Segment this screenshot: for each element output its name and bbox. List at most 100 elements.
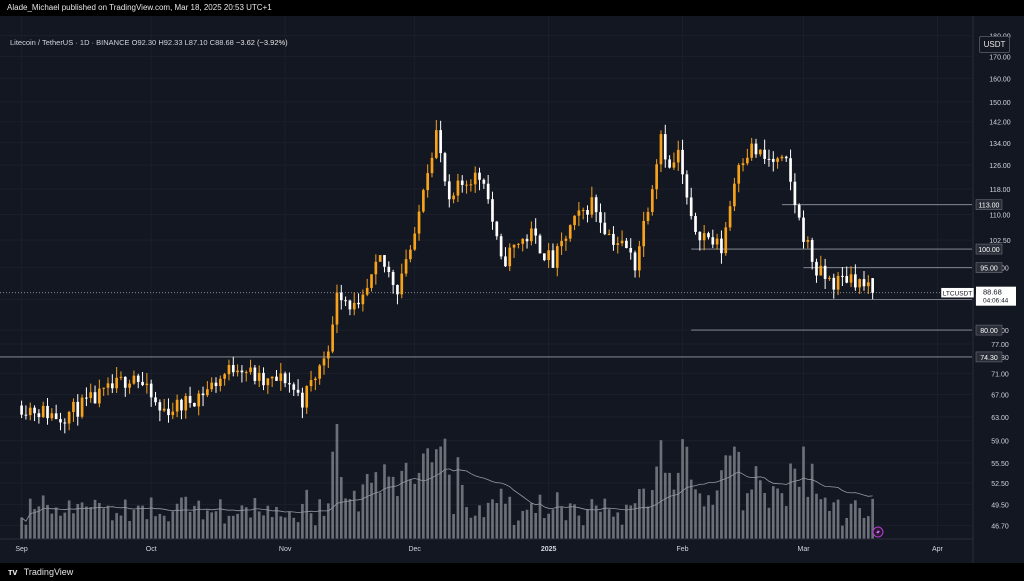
candle-body[interactable] [737,165,741,184]
candle-body[interactable] [301,392,304,408]
candle-body[interactable] [508,247,512,267]
candle-body[interactable] [426,173,430,191]
candle-body[interactable] [400,273,404,295]
candle-body[interactable] [383,255,386,267]
candle-body[interactable] [115,377,118,389]
candle-body[interactable] [136,375,140,382]
candle-body[interactable] [638,246,641,271]
candle-body[interactable] [646,211,650,221]
candle-body[interactable] [184,396,188,411]
candle-body[interactable] [789,158,792,182]
candle-body[interactable] [603,222,607,235]
candle-body[interactable] [758,149,762,155]
candle-body[interactable] [357,302,360,305]
candle-body[interactable] [746,157,749,164]
candle-body[interactable] [616,243,620,245]
candle-body[interactable] [76,401,80,417]
candle-body[interactable] [607,233,611,235]
candle-body[interactable] [434,130,438,158]
candle-body[interactable] [292,384,296,390]
currency-button[interactable]: USDT [979,36,1010,53]
candle-body[interactable] [24,414,28,416]
candle-body[interactable] [668,159,671,168]
candle-body[interactable] [499,236,503,257]
candle-body[interactable] [555,246,559,268]
candle-body[interactable] [309,380,313,387]
candle-body[interactable] [141,381,144,386]
candle-body[interactable] [93,392,97,404]
candle-body[interactable] [296,389,300,393]
candle-body[interactable] [374,261,378,275]
candle-body[interactable] [175,399,179,412]
candle-body[interactable] [102,387,106,389]
candle-body[interactable] [815,261,818,276]
candle-body[interactable] [676,149,680,163]
candle-body[interactable] [417,211,421,234]
candle-body[interactable] [132,375,136,384]
candle-body[interactable] [253,367,257,381]
candle-body[interactable] [279,373,283,381]
candle-body[interactable] [625,240,628,249]
candle-body[interactable] [530,228,533,242]
candle-body[interactable] [465,184,468,186]
candle-body[interactable] [339,292,343,301]
candle-body[interactable] [478,172,481,180]
candle-body[interactable] [733,183,736,207]
candle-body[interactable] [391,271,395,285]
candle-body[interactable] [210,382,214,390]
candle-body[interactable] [491,199,494,222]
candle-body[interactable] [145,383,149,386]
candle-body[interactable] [724,227,728,254]
candle-body[interactable] [162,408,166,411]
candle-body[interactable] [409,249,412,260]
candle-body[interactable] [33,407,36,414]
time-axis[interactable]: Sep Oct Nov Dec 2025 Feb Mar Apr [15,546,943,553]
candle-body[interactable] [594,197,598,213]
candle-body[interactable] [702,233,706,241]
candle-body[interactable] [365,287,369,295]
candle-body[interactable] [486,183,490,200]
candle-body[interactable] [473,172,477,185]
candle-body[interactable] [193,402,196,407]
candle-body[interactable] [564,238,568,241]
candle-body[interactable] [802,217,805,242]
candle-body[interactable] [871,278,874,293]
candle-body[interactable] [828,277,831,279]
candle-body[interactable] [89,392,93,399]
candle-body[interactable] [59,419,62,423]
candle-body[interactable] [149,383,153,398]
candle-body[interactable] [784,156,788,159]
candle-body[interactable] [218,378,222,387]
candle-body[interactable] [41,405,45,418]
candle-body[interactable] [495,221,499,237]
candle-body[interactable] [854,274,857,288]
candle-body[interactable] [482,179,486,184]
candle-body[interactable] [167,408,170,416]
candle-body[interactable] [80,397,84,417]
candle-body[interactable] [560,240,563,247]
candle-body[interactable] [780,156,784,159]
candle-body[interactable] [288,383,291,385]
candle-body[interactable] [305,386,309,408]
candle-body[interactable] [201,393,205,396]
candle-body[interactable] [119,376,123,378]
candle-body[interactable] [763,149,766,159]
candle-body[interactable] [404,259,408,274]
bolt-icon[interactable] [872,526,884,538]
candle-body[interactable] [110,383,114,389]
candle-body[interactable] [231,364,235,373]
candle-body[interactable] [378,255,382,262]
candle-body[interactable] [841,275,844,277]
candle-body[interactable] [612,233,615,245]
candle-body[interactable] [188,396,192,403]
price-axis[interactable]: 180.00170.00160.00150.00142.00134.00126.… [989,34,1011,531]
candle-body[interactable] [797,204,801,218]
candle-body[interactable] [620,240,624,244]
candle-body[interactable] [206,389,209,396]
candle-body[interactable] [599,212,602,223]
candle-body[interactable] [862,279,866,287]
candle-body[interactable] [767,158,771,160]
candle-body[interactable] [128,383,131,388]
candle-body[interactable] [262,372,265,386]
candle-body[interactable] [568,225,572,239]
